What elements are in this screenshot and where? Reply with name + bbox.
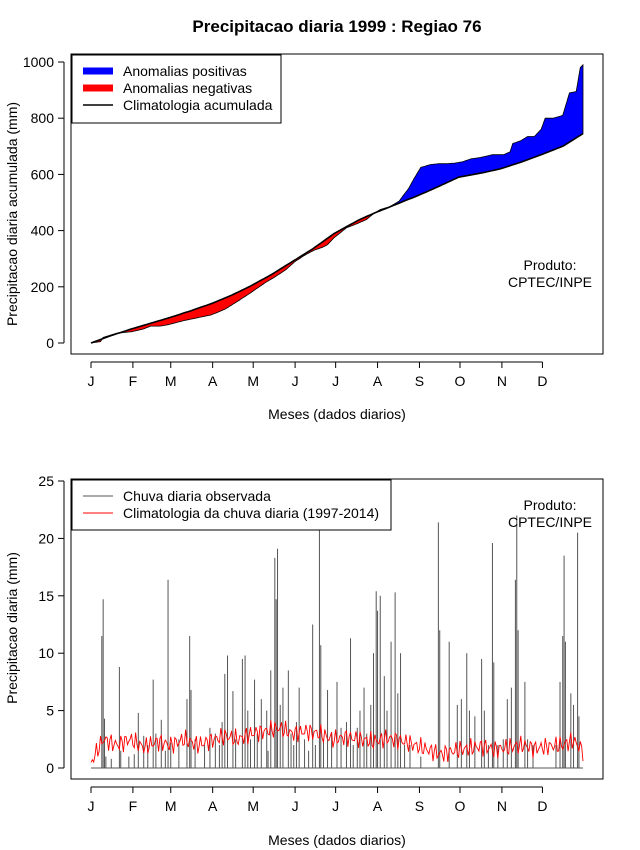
top-y-tick-label: 1000 — [23, 54, 54, 70]
top-month-label: F — [129, 373, 138, 389]
bottom-y-tick-label: 0 — [46, 760, 54, 776]
top-month-label: N — [497, 373, 507, 389]
top-annotation-line-2: CPTEC/INPE — [508, 274, 592, 290]
bottom-month-label: O — [455, 798, 466, 814]
top-plot-area — [90, 63, 584, 344]
bottom-month-label: A — [373, 798, 383, 814]
top-y-tick-label: 800 — [31, 110, 55, 126]
bottom-y-tick-label: 5 — [46, 703, 54, 719]
top-month-label: A — [373, 373, 383, 389]
bottom-month-label: J — [292, 798, 299, 814]
bottom-month-label: N — [497, 798, 507, 814]
chart-title: Precipitacao diaria 1999 : Regiao 76 — [192, 17, 481, 36]
bottom-month-label: S — [415, 798, 424, 814]
bottom-y-tick-label: 10 — [38, 645, 54, 661]
top-month-label: S — [415, 373, 424, 389]
top-y-axis: 0 200 400 600 800 1000 — [23, 54, 65, 351]
bottom-x-axis-label: Meses (dados diarios) — [268, 832, 406, 848]
bottom-annotation-line-2: CPTEC/INPE — [508, 514, 592, 530]
top-y-tick-label: 400 — [31, 223, 55, 239]
bottom-legend: Chuva diaria observada Climatologia da c… — [71, 479, 392, 531]
bottom-month-label: D — [537, 798, 547, 814]
bottom-plot-area — [90, 503, 584, 769]
bottom-y-tick-label: 25 — [38, 473, 54, 489]
bottom-plot-frame — [70, 478, 604, 780]
climatology-cumulative-line — [90, 133, 584, 344]
bottom-y-axis: 0 5 10 15 20 25 — [38, 473, 65, 776]
bottom-chart-panel: 0 5 10 15 20 25 J F M A M J J A S O N D Meses (dados dia… — [4, 473, 604, 848]
top-y-tick-label: 600 — [31, 166, 55, 182]
bottom-month-label: M — [247, 798, 259, 814]
top-month-label: D — [537, 373, 547, 389]
top-plot-frame — [70, 53, 604, 355]
bottom-month-label: A — [208, 798, 218, 814]
top-month-label: A — [208, 373, 218, 389]
positive-anomaly-area — [373, 63, 584, 214]
bottom-month-label: F — [129, 798, 138, 814]
top-chart-panel: Precipitacao diaria 1999 : Regiao 76 0 20… — [4, 17, 604, 422]
top-month-label: O — [455, 373, 466, 389]
legend-label-climatology-daily: Climatologia da chuva diaria (1997-2014) — [123, 505, 379, 521]
bottom-y-axis-label: Precipitacao diaria (mm) — [4, 552, 20, 704]
top-annotation-line-1: Produto: — [524, 257, 577, 273]
bottom-y-tick-label: 20 — [38, 530, 54, 546]
bottom-annotation-line-1: Produto: — [524, 497, 577, 513]
bottom-y-tick-label: 15 — [38, 588, 54, 604]
climatology-daily-line — [90, 720, 584, 764]
legend-label-positive: Anomalias positivas — [123, 63, 247, 79]
bottom-month-label: J — [88, 798, 95, 814]
top-month-label: M — [165, 373, 177, 389]
legend-label-climatology: Climatologia acumulada — [123, 97, 273, 113]
bottom-legend-box — [71, 479, 392, 531]
bottom-month-label: J — [332, 798, 339, 814]
top-month-label: M — [247, 373, 259, 389]
bottom-month-label: M — [165, 798, 177, 814]
top-month-label: J — [292, 373, 299, 389]
top-month-label: J — [332, 373, 339, 389]
top-y-axis-label: Precipitacao diaria acumulada (mm) — [4, 102, 20, 326]
top-x-axis-label: Meses (dados diarios) — [268, 406, 406, 422]
top-month-label: J — [88, 373, 95, 389]
negative-anomaly-area — [117, 212, 376, 334]
legend-label-observed: Chuva diaria observada — [123, 488, 271, 504]
legend-label-negative: Anomalias negativas — [123, 80, 252, 96]
top-y-tick-label: 200 — [31, 279, 55, 295]
top-y-tick-label: 0 — [46, 335, 54, 351]
top-legend: Anomalias positivas Anomalias negativas … — [71, 54, 282, 124]
